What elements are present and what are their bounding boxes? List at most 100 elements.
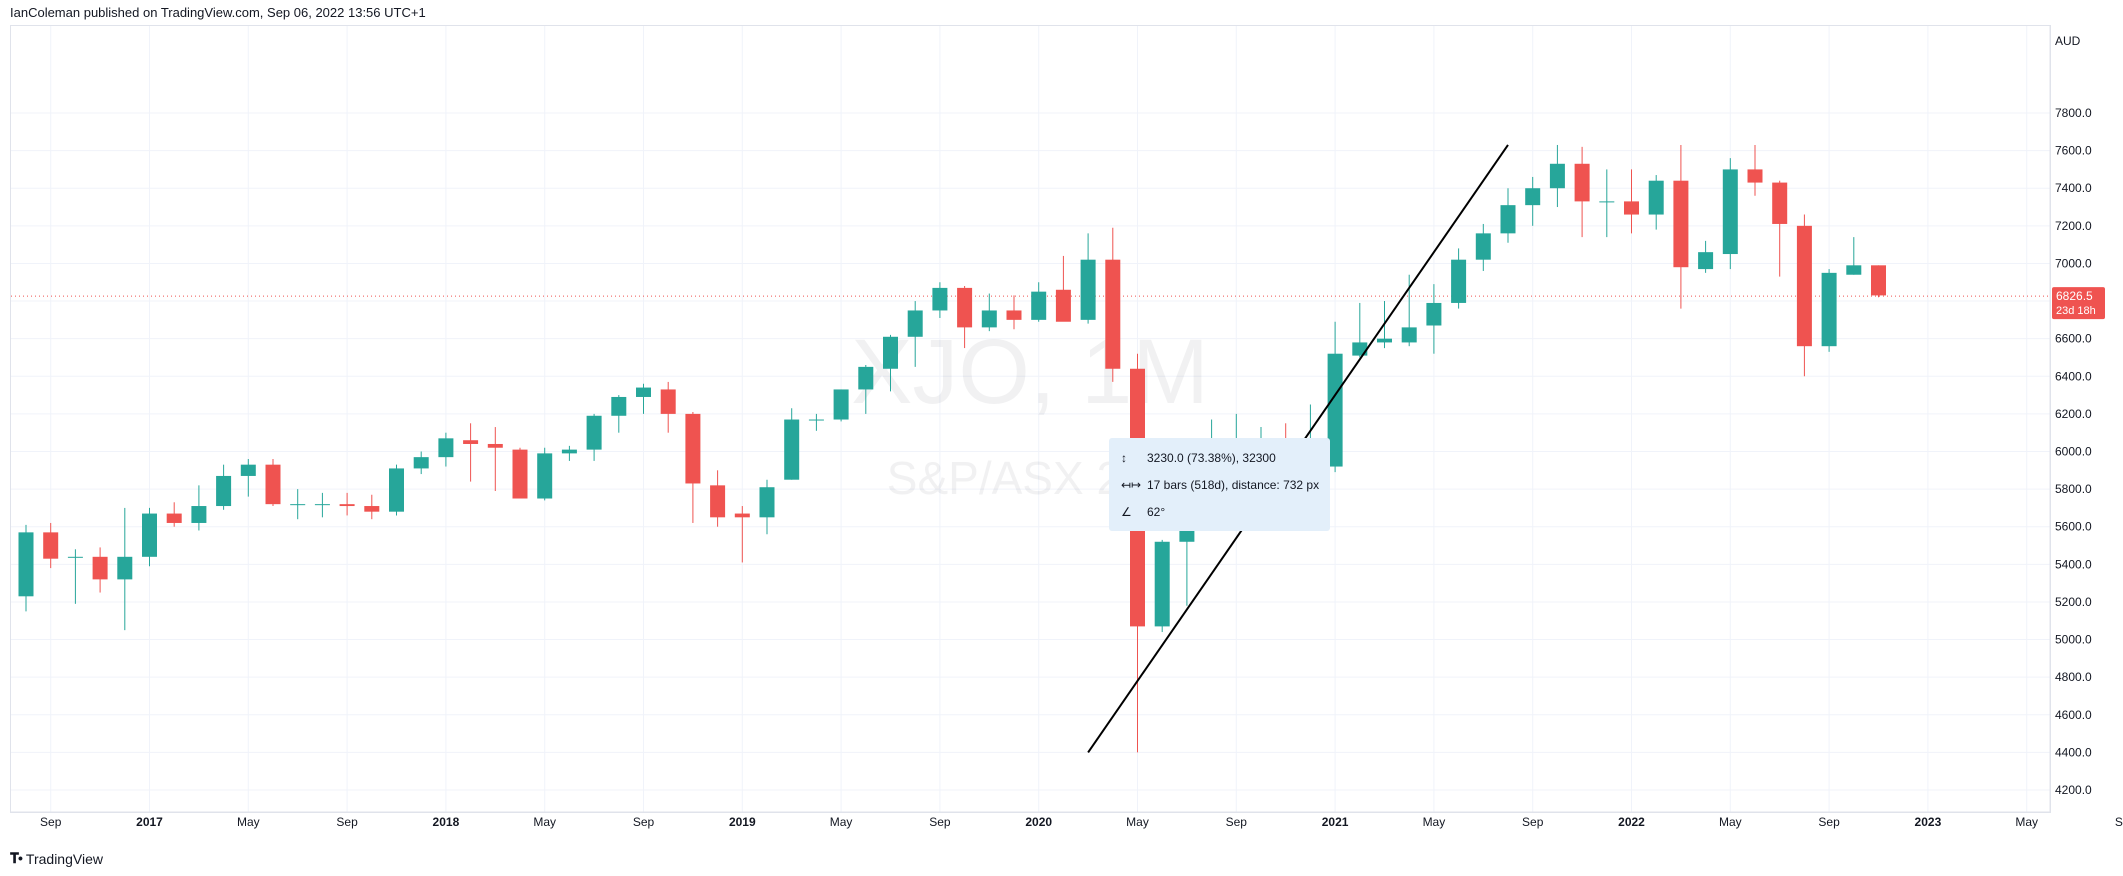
candle-body[interactable] [784,419,800,480]
candle-body[interactable] [1031,291,1047,320]
candle-body[interactable] [586,415,602,450]
candle-body[interactable] [1673,180,1689,268]
candle[interactable] [1549,144,1565,208]
candle[interactable] [1401,274,1417,347]
candle-body[interactable] [1796,225,1812,347]
candle[interactable] [636,383,651,414]
candle-body[interactable] [67,556,83,558]
candle[interactable] [710,470,726,527]
candle-body[interactable] [1772,182,1788,224]
candle[interactable] [1648,175,1664,230]
candle-body[interactable] [463,440,479,444]
candle-body[interactable] [1377,338,1392,343]
candle[interactable] [1500,188,1516,243]
candle[interactable] [1006,295,1022,330]
candle-body[interactable] [1698,252,1714,270]
candle[interactable] [216,464,232,510]
candle[interactable] [1747,144,1763,196]
candle[interactable] [92,547,108,593]
candle[interactable] [1525,176,1541,226]
candle-body[interactable] [1525,188,1541,206]
candle[interactable] [67,549,83,604]
candle[interactable] [957,286,973,349]
candle-body[interactable] [1846,265,1862,275]
candle-body[interactable] [117,556,133,580]
candle-body[interactable] [487,443,503,448]
candle[interactable] [1624,169,1639,234]
candle[interactable] [1772,180,1788,277]
candle-body[interactable] [1871,265,1886,296]
candle[interactable] [1475,223,1491,271]
candle-body[interactable] [314,504,330,506]
candle[interactable] [537,447,553,501]
candle[interactable] [784,408,800,480]
candle-body[interactable] [1821,272,1837,347]
candle-body[interactable] [1475,233,1491,260]
candle[interactable] [117,507,133,631]
candle-body[interactable] [883,336,898,369]
candle-body[interactable] [191,506,207,523]
candle[interactable] [1698,240,1714,273]
candle-body[interactable] [957,287,973,328]
candle-body[interactable] [438,438,454,458]
candle-body[interactable] [636,387,651,397]
candle-body[interactable] [561,449,577,454]
candle-body[interactable] [43,532,59,559]
candle[interactable] [907,301,923,367]
candle-body[interactable] [759,487,775,518]
candle-body[interactable] [1080,259,1096,320]
tradingview-logo[interactable]: 𝐓• TradingView [10,850,103,867]
candle[interactable] [1821,269,1837,352]
candle-body[interactable] [808,419,824,421]
candle-body[interactable] [389,468,404,512]
candle-body[interactable] [1549,163,1565,189]
candle[interactable] [660,381,676,433]
candle-body[interactable] [1648,180,1664,215]
candle[interactable] [413,451,429,475]
candle-body[interactable] [1722,169,1738,255]
candle[interactable] [463,423,479,482]
candle-body[interactable] [1451,259,1467,303]
candle[interactable] [1574,146,1590,238]
candle-body[interactable] [1747,169,1763,183]
candle-body[interactable] [290,504,306,506]
candle-body[interactable] [1154,541,1170,627]
candle-body[interactable] [1327,353,1343,467]
candle-body[interactable] [932,287,948,311]
candle[interactable] [1327,321,1343,473]
candle-body[interactable] [710,485,726,518]
candle[interactable] [43,522,59,569]
candle[interactable] [932,282,948,318]
candle[interactable] [1055,255,1071,322]
candle[interactable] [611,395,627,433]
candle-body[interactable] [981,310,997,328]
candle-body[interactable] [265,464,281,505]
candle[interactable] [1080,233,1096,324]
candle-body[interactable] [18,532,34,597]
candle[interactable] [685,412,701,523]
candle[interactable] [438,432,454,467]
candle[interactable] [18,524,34,612]
candles[interactable] [18,144,1887,753]
candle[interactable] [290,489,306,520]
candle-body[interactable] [240,464,256,476]
candle-body[interactable] [1426,302,1442,326]
candle[interactable] [734,506,750,563]
candle[interactable] [981,293,997,332]
candle-body[interactable] [142,513,157,557]
candle-body[interactable] [1574,163,1590,202]
candle[interactable] [1352,302,1368,358]
candle-body[interactable] [685,413,701,484]
candle[interactable] [364,494,380,520]
candle[interactable] [1871,265,1886,298]
candle[interactable] [1846,237,1862,275]
candle[interactable] [883,334,898,392]
candle[interactable] [1451,248,1467,309]
candle[interactable] [240,459,256,497]
candle[interactable] [1105,227,1121,382]
candle[interactable] [1130,353,1145,753]
candle-body[interactable] [1500,205,1516,234]
candle[interactable] [759,479,775,535]
candle[interactable] [166,502,182,527]
candle-body[interactable] [858,366,874,390]
